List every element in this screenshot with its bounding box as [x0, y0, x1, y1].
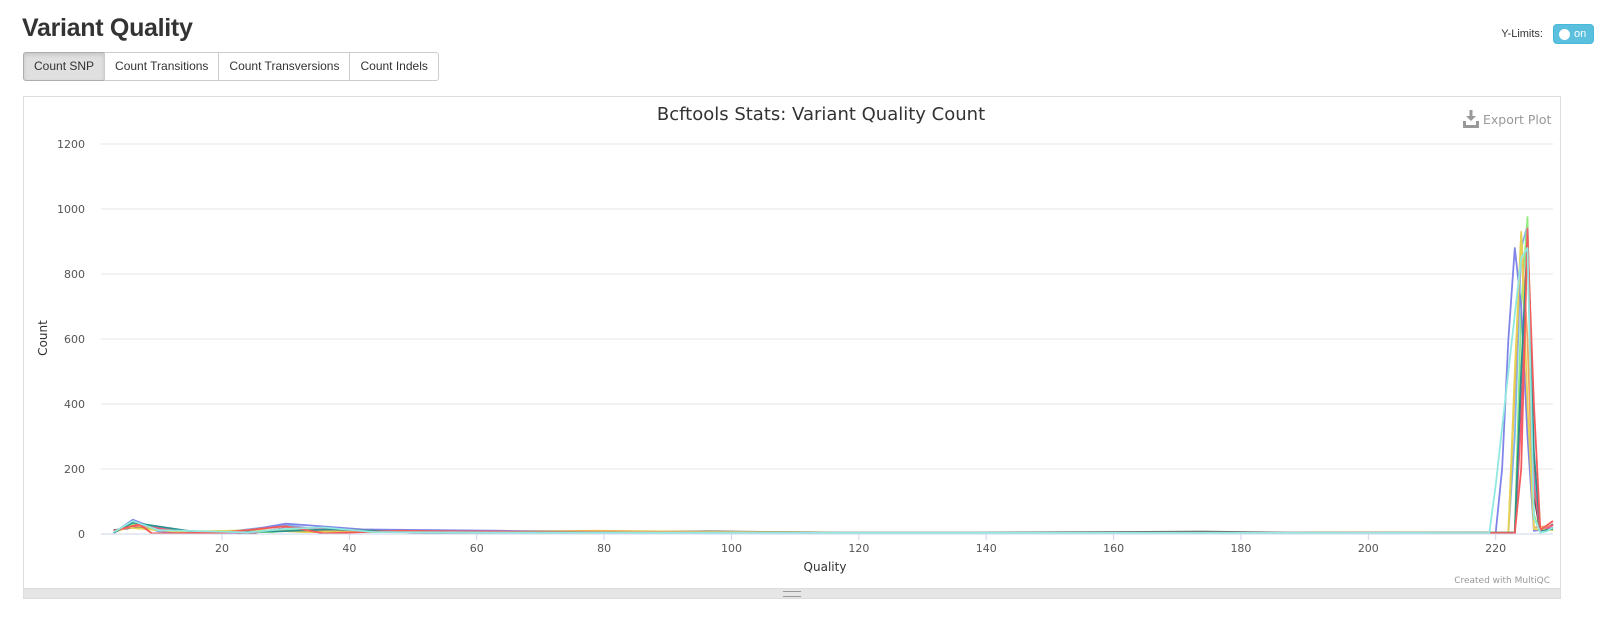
x-tick-label: 140	[976, 542, 997, 555]
tab-count-transitions[interactable]: Count Transitions	[104, 52, 220, 81]
x-tick-label: 220	[1485, 542, 1506, 555]
x-tick-label: 100	[721, 542, 742, 555]
x-tick-label: 120	[848, 542, 869, 555]
grid-layer	[101, 143, 1553, 535]
download-icon	[1463, 110, 1479, 128]
series-line-10[interactable]	[113, 247, 1554, 534]
series-line-5[interactable]	[113, 247, 1554, 534]
grip-icon	[783, 591, 801, 597]
x-tick-label: 160	[1103, 542, 1124, 555]
dataset-tabs: Count SNP Count Transitions Count Transv…	[23, 52, 439, 81]
x-tick-label: 20	[215, 542, 229, 555]
variant-quality-chart: 0 200 400 600 800 1000 1200 20 40 60 80 100 120 140 16…	[36, 104, 1554, 586]
axis-layer: 0 200 400 600 800 1000 1200 20 40 60 80 100 120 140 16…	[57, 138, 1553, 555]
page-title: Variant Quality	[22, 14, 193, 42]
x-tick-label: 80	[597, 542, 611, 555]
y-tick-label: 800	[64, 268, 85, 281]
series-line-9[interactable]	[113, 234, 1554, 535]
y-tick-label: 400	[64, 398, 85, 411]
plot-container: 0 200 400 600 800 1000 1200 20 40 60 80 100 120 140 16…	[23, 96, 1561, 599]
x-tick-label: 200	[1358, 542, 1379, 555]
tab-count-indels[interactable]: Count Indels	[349, 52, 439, 81]
x-tick-label: 60	[470, 542, 484, 555]
series-layer	[113, 216, 1554, 535]
y-tick-label: 600	[64, 333, 85, 346]
series-line-3[interactable]	[113, 216, 1554, 534]
chart-title: Bcftools Stats: Variant Quality Count	[657, 104, 985, 125]
series-line-1[interactable]	[113, 224, 1554, 534]
ylimits-toggle[interactable]: on	[1553, 24, 1594, 44]
x-tick-label: 180	[1230, 542, 1251, 555]
y-tick-label: 0	[78, 528, 85, 541]
tab-count-transversions[interactable]: Count Transversions	[218, 52, 351, 81]
series-line-4[interactable]	[113, 234, 1554, 534]
y-axis-label: Count	[36, 320, 50, 356]
x-axis-label: Quality	[804, 560, 847, 574]
y-tick-label: 1000	[57, 203, 85, 216]
tab-count-snp[interactable]: Count SNP	[23, 52, 106, 81]
ylimits-control: Y-Limits: on	[1501, 24, 1594, 44]
export-plot-label: Export Plot	[1483, 112, 1552, 127]
x-tick-label: 40	[342, 542, 356, 555]
y-tick-label: 1200	[57, 138, 85, 151]
multiqc-credit: Created with MultiQC	[1454, 576, 1550, 586]
y-tick-label: 200	[64, 463, 85, 476]
series-line-8[interactable]	[113, 240, 1554, 534]
toggle-knob	[1559, 29, 1570, 40]
plot-resize-handle[interactable]	[24, 588, 1560, 598]
toggle-state: on	[1574, 28, 1587, 40]
series-line-7[interactable]	[113, 230, 1554, 534]
export-plot-button[interactable]: Export Plot	[1463, 110, 1552, 128]
ylimits-label: Y-Limits:	[1501, 28, 1543, 40]
series-line-2[interactable]	[113, 240, 1554, 534]
